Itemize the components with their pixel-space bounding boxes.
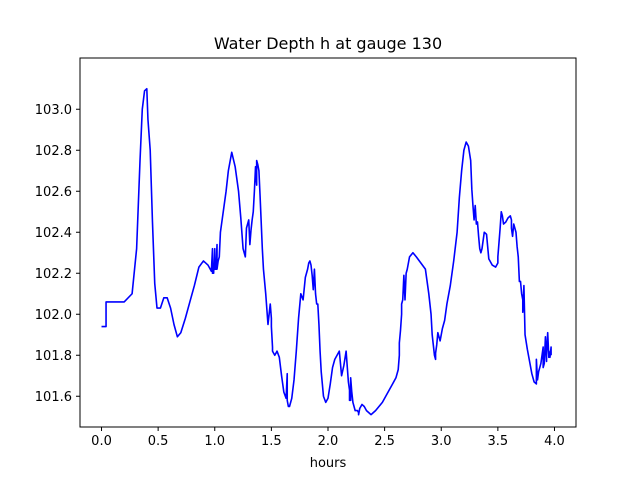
axes-frame: [79, 57, 577, 428]
x-tick-label: 4.0: [544, 434, 565, 449]
x-tick-label: 0.5: [148, 434, 169, 449]
x-tick-label: 0.0: [91, 434, 112, 449]
y-tick-label: 102.8: [35, 144, 72, 159]
plot-area: 0.0 0.5 1.0 1.5 2.0 2.5 3.0 3.5 4.0 101.6 101.8 102…: [35, 57, 577, 449]
y-tick-label: 101.6: [35, 390, 72, 405]
x-tick-label: 2.0: [318, 434, 339, 449]
y-tick-label: 102.2: [35, 267, 72, 282]
y-tick-label: 101.8: [35, 349, 72, 364]
y-tick-label: 103.0: [35, 103, 72, 118]
x-tick-label: 3.0: [431, 434, 452, 449]
x-tick-label: 2.5: [374, 434, 395, 449]
chart-title: Water Depth h at gauge 130: [214, 34, 442, 53]
x-tick-label: 1.5: [261, 434, 282, 449]
series-line-0: [101, 87, 552, 416]
x-tick-label: 3.5: [488, 434, 509, 449]
y-tick-label: 102.6: [35, 185, 72, 200]
x-tick-label: 1.0: [204, 434, 225, 449]
y-tick-label: 102.4: [35, 226, 72, 241]
y-tick-label: 102.0: [35, 308, 72, 323]
x-axis-label: hours: [310, 456, 347, 471]
